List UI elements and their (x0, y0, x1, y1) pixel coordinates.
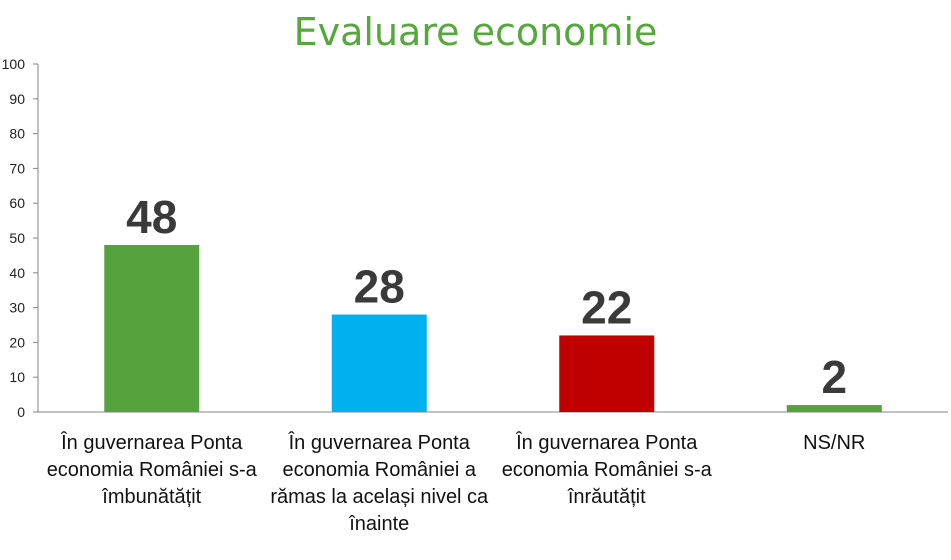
bar (104, 244, 200, 412)
y-tick-label: 40 (9, 265, 25, 281)
bar (559, 335, 655, 412)
category-label: În guvernarea Ponta economia României s-… (501, 432, 712, 508)
data-label: 22 (581, 281, 632, 333)
data-label: 48 (126, 191, 177, 243)
y-tick-label: 10 (9, 369, 25, 385)
y-tick-label: 80 (9, 126, 25, 142)
category-label: În guvernarea Ponta economia României s-… (46, 432, 257, 508)
y-tick-label: 0 (17, 404, 25, 420)
chart-title: Evaluare economie (293, 10, 658, 54)
bar (786, 405, 882, 412)
category-label: În guvernarea Ponta economia României a … (270, 432, 489, 535)
data-label: 28 (354, 261, 405, 313)
category-label: NS/NR (803, 432, 866, 454)
bars (104, 244, 882, 412)
bar (331, 314, 427, 412)
y-tick-label: 50 (9, 230, 25, 246)
y-tick-label: 90 (9, 91, 25, 107)
y-tick-label: 20 (9, 334, 25, 350)
data-label: 2 (821, 351, 847, 403)
y-tick-label: 30 (9, 300, 25, 316)
y-tick-label: 60 (9, 195, 25, 211)
y-tick-label: 70 (9, 160, 25, 176)
y-tick-label: 100 (2, 56, 26, 72)
y-axis: 0 10 20 30 40 50 60 70 80 90 100 (2, 56, 948, 420)
